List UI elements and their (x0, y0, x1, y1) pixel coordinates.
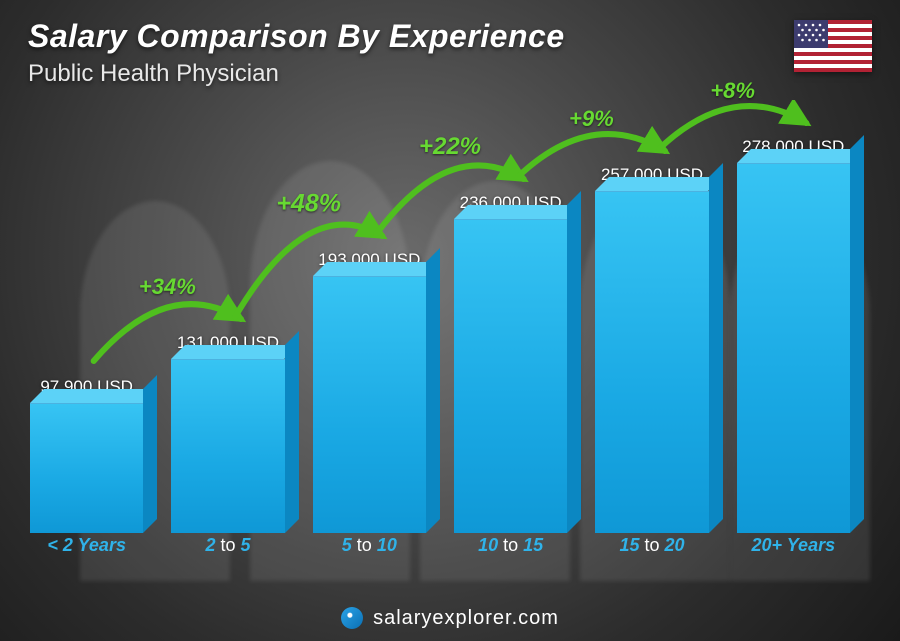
bar-body (595, 191, 708, 533)
x-axis-label: 5 to 10 (313, 535, 426, 561)
salary-bar-chart: 97,900 USD131,000 USD 193,000 USD236,000 … (30, 100, 850, 561)
increment-label: +9% (569, 106, 614, 132)
x-axis-label: 2 to 5 (171, 535, 284, 561)
bar-body (313, 276, 426, 533)
bar-group: 97,900 USD131,000 USD 193,000 USD236,000 … (30, 133, 850, 533)
x-axis-label: 15 to 20 (595, 535, 708, 561)
bar: 236,000 USD (454, 193, 567, 533)
bar: 97,900 USD (30, 377, 143, 533)
infographic-stage: Salary Comparison By Experience Public H… (0, 0, 900, 641)
x-axis-label: 20+ Years (737, 535, 850, 561)
bar: 193,000 USD (313, 250, 426, 533)
page-title: Salary Comparison By Experience (28, 18, 565, 55)
bar: 278,000 USD (737, 137, 850, 533)
bar-body (454, 219, 567, 533)
x-axis-label: 10 to 15 (454, 535, 567, 561)
increment-label: +48% (276, 190, 341, 219)
bar-body (30, 403, 143, 533)
site-name: salaryexplorer.com (373, 607, 559, 630)
page-subtitle: Public Health Physician (28, 60, 279, 88)
bar-body (171, 359, 284, 533)
x-axis-labels: < 2 Years 2 to 5 5 to 10 10 to 15 15 to 20 20… (30, 535, 850, 561)
increment-label: +8% (710, 78, 755, 104)
bar-body (737, 163, 850, 533)
x-axis-label: < 2 Years (30, 535, 143, 561)
increment-label: +22% (419, 133, 481, 161)
site-logo-icon (341, 607, 363, 629)
bar: 257,000 USD (595, 165, 708, 533)
footer: salaryexplorer.com (0, 595, 900, 641)
bar: 131,000 USD (171, 333, 284, 533)
us-flag-icon (794, 20, 872, 72)
increment-label: +34% (139, 274, 196, 300)
